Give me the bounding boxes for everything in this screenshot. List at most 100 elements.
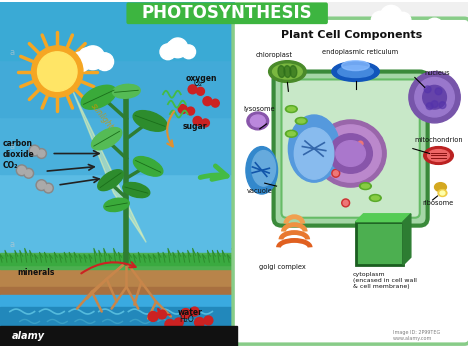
Circle shape	[45, 185, 52, 191]
Circle shape	[435, 88, 442, 95]
FancyBboxPatch shape	[282, 79, 420, 218]
Ellipse shape	[438, 190, 447, 197]
Ellipse shape	[246, 147, 277, 194]
Bar	[0, 172, 237, 231]
Ellipse shape	[81, 85, 116, 109]
Text: a: a	[10, 142, 15, 151]
Circle shape	[193, 117, 202, 125]
Text: endoplasmic reticulum: endoplasmic reticulum	[322, 49, 398, 55]
Ellipse shape	[285, 130, 297, 137]
Circle shape	[71, 52, 91, 72]
Text: Image ID: 2P99TEG
www.alamy.com: Image ID: 2P99TEG www.alamy.com	[393, 330, 440, 341]
Circle shape	[203, 97, 212, 106]
Ellipse shape	[287, 107, 295, 111]
Ellipse shape	[428, 150, 449, 161]
Text: cytoplasm
(encased in cell wall
& cell membrane): cytoplasm (encased in cell wall & cell m…	[353, 272, 417, 290]
FancyBboxPatch shape	[273, 72, 428, 226]
Ellipse shape	[342, 61, 369, 71]
Text: nucleus: nucleus	[425, 70, 450, 76]
Text: lysosome: lysosome	[243, 106, 274, 112]
Circle shape	[194, 317, 204, 327]
Circle shape	[342, 199, 350, 207]
Bar	[0, 58, 237, 117]
Bar	[0, 230, 237, 289]
Circle shape	[380, 5, 402, 27]
Ellipse shape	[369, 195, 381, 201]
Bar	[0, 287, 237, 346]
Circle shape	[343, 200, 348, 205]
Ellipse shape	[336, 141, 365, 166]
Text: vacuole: vacuole	[247, 188, 273, 194]
Circle shape	[148, 311, 158, 322]
Circle shape	[439, 102, 446, 109]
Text: water: water	[178, 308, 203, 317]
Bar	[235, 2, 468, 346]
Circle shape	[190, 307, 199, 316]
Ellipse shape	[278, 66, 285, 78]
Text: golgi complex: golgi complex	[259, 264, 306, 270]
Circle shape	[409, 72, 460, 123]
Circle shape	[181, 309, 191, 318]
Circle shape	[188, 85, 197, 94]
Circle shape	[371, 11, 389, 29]
FancyBboxPatch shape	[127, 2, 328, 24]
Circle shape	[36, 149, 46, 158]
Circle shape	[332, 169, 340, 177]
Circle shape	[424, 86, 431, 93]
Text: a: a	[10, 48, 15, 57]
Circle shape	[178, 105, 187, 113]
Text: alamy: alamy	[12, 331, 45, 341]
Ellipse shape	[359, 183, 371, 190]
Circle shape	[165, 319, 175, 329]
Circle shape	[96, 53, 114, 71]
Circle shape	[395, 12, 411, 28]
Circle shape	[211, 99, 219, 107]
Circle shape	[201, 119, 210, 127]
Ellipse shape	[329, 134, 373, 173]
Bar	[0, 307, 237, 346]
Ellipse shape	[294, 128, 334, 179]
Ellipse shape	[290, 66, 297, 78]
Bar	[0, 255, 237, 265]
Ellipse shape	[287, 132, 295, 136]
Ellipse shape	[288, 115, 340, 182]
Bar	[0, 295, 237, 346]
Circle shape	[31, 147, 38, 155]
Ellipse shape	[133, 111, 167, 131]
Text: carbon
dioxide
CO₂: carbon dioxide CO₂	[3, 139, 35, 170]
Circle shape	[16, 165, 27, 176]
Ellipse shape	[371, 196, 379, 200]
Bar	[0, 262, 237, 346]
Polygon shape	[72, 89, 146, 243]
Circle shape	[204, 316, 213, 325]
Ellipse shape	[315, 120, 386, 187]
Circle shape	[18, 166, 26, 174]
Text: Plant Cell Components: Plant Cell Components	[281, 30, 422, 40]
Circle shape	[44, 183, 54, 193]
Circle shape	[38, 150, 45, 157]
FancyBboxPatch shape	[356, 222, 403, 265]
Circle shape	[37, 52, 77, 91]
Text: H₂O: H₂O	[179, 315, 193, 324]
Polygon shape	[403, 214, 411, 265]
Ellipse shape	[250, 115, 265, 127]
Circle shape	[431, 101, 438, 108]
Ellipse shape	[362, 184, 369, 188]
Text: PHOTOSYNTHESIS: PHOTOSYNTHESIS	[142, 4, 312, 22]
Circle shape	[356, 140, 365, 148]
Ellipse shape	[269, 61, 306, 82]
Text: minerals: minerals	[18, 268, 55, 277]
Bar	[0, 326, 237, 346]
Bar	[0, 115, 237, 174]
Ellipse shape	[273, 64, 302, 79]
Ellipse shape	[295, 118, 307, 124]
FancyArrowPatch shape	[200, 166, 227, 179]
Ellipse shape	[123, 182, 150, 198]
Ellipse shape	[134, 157, 163, 176]
Circle shape	[415, 78, 454, 117]
Circle shape	[25, 170, 32, 177]
Bar	[0, 287, 237, 346]
Circle shape	[187, 107, 194, 115]
Circle shape	[37, 181, 46, 189]
Text: sugar: sugar	[182, 122, 207, 131]
